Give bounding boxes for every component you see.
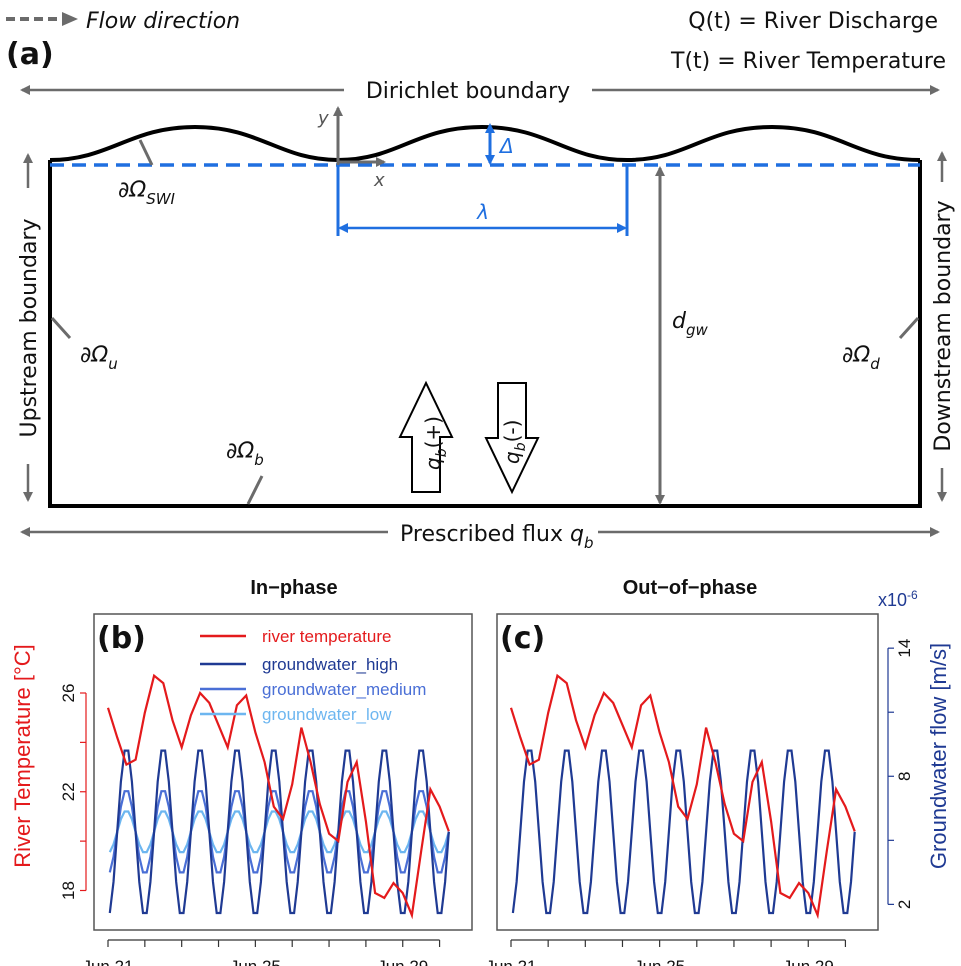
y-tick-label-left: 22 [59,782,78,801]
flux-down-label: qb(-) [500,420,529,464]
panel-a: Flow direction (a) Q(t) = River Discharg… [6,9,956,552]
x-tick-label: Jun 29 [377,957,428,966]
panel-b-plot [106,673,450,920]
wavelength-label: λ [476,200,489,224]
x-tick-label: Jun 25 [230,957,281,966]
x-tick-label: Jun 29 [783,957,834,966]
axes: Jun 21 Jun 25 Jun 29 18 22 26 Jun 21 Jun 25 Jun … [59,639,914,966]
sediment-water-interface [49,124,921,163]
temperature-definition: T(t) = River Temperature [670,49,946,74]
legend-label-river-temperature: river temperature [262,627,391,646]
swi-pointer [138,139,154,166]
panel-c-label: (c) [500,621,545,656]
legend-label-groundwater-medium: groundwater_medium [262,680,426,699]
downstream-boundary-label: Downstream boundary [931,200,956,451]
y-tick-label-left: 18 [59,881,78,900]
y-tick-label-left: 26 [59,684,78,703]
y-tick-label-right: 14 [895,639,914,658]
series-line-river-temperature [509,673,856,920]
amplitude-label: Δ [498,134,514,158]
x-tick-label: Jun 25 [634,957,685,966]
bottom-label: ∂Ωb [226,439,264,469]
panel-b-label: (b) [97,621,146,656]
panel-b: In−phase (b) River Temperature [°C] rive… [10,577,473,931]
upstream-label: ∂Ωu [80,343,118,373]
depth-label: dgw [672,309,708,339]
panel-c-frame [496,613,879,931]
x-axis-label: x [373,170,385,191]
legend-label-groundwater-high: groundwater_high [262,655,398,674]
dirichlet-boundary-label: Dirichlet boundary [366,79,570,104]
domain-box [48,160,922,508]
flux-up-arrow [398,380,454,493]
series-line-groundwater-low [108,810,450,854]
panel-a-label: (a) [6,37,54,72]
downstream-pointer [898,316,920,340]
downstream-label: ∂Ωd [842,343,880,373]
panel-c-title: Out−of−phase [623,577,757,599]
y-axis-label: y [317,108,329,129]
series-line-river-temperature [106,673,450,920]
y-tick-label-right: 2 [895,900,914,909]
prescribed-flux-label: Prescribed flux qb [400,522,593,552]
x-tick-label: Jun 21 [82,957,133,966]
series-line-groundwater-high [511,749,856,915]
upstream-boundary-label: Upstream boundary [17,219,42,438]
panel-c-exponent: x10-6 [878,588,918,610]
swi-label: ∂ΩSWI [118,178,176,208]
legend-label-groundwater-low: groundwater_low [262,705,392,724]
flow-direction-arrowhead [62,12,78,26]
discharge-definition: Q(t) = River Discharge [688,9,938,34]
panel-c-ylabel: Groundwater flow [m/s] [926,643,951,869]
flux-down-arrow [484,382,540,495]
series-line-groundwater-high [108,749,450,915]
x-tick-label: Jun 21 [485,957,536,966]
panel-c: Out−of−phase (c) Groundwater flow [m/s] … [496,577,951,931]
panel-c-plot [509,673,856,920]
bottom-pointer [246,475,264,505]
panel-b-frame [93,613,473,931]
upstream-pointer [50,316,72,340]
panel-b-ylabel: River Temperature [°C] [10,644,35,868]
y-tick-label-right: 8 [895,772,914,781]
panel-b-legend: river temperature groundwater_high groun… [200,627,426,724]
panel-b-title: In−phase [250,577,337,599]
series-line-groundwater-medium [108,790,450,874]
flux-up-label: qb(+) [421,416,450,470]
flow-direction-label: Flow direction [86,9,240,34]
